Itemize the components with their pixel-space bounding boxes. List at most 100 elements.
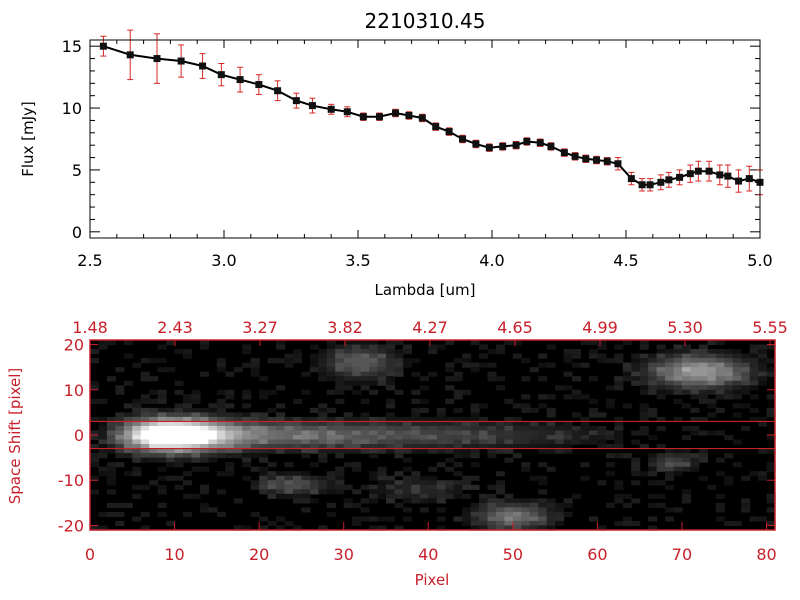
heatmap-cell xyxy=(115,367,125,373)
heatmap-cell xyxy=(453,453,463,459)
heatmap-cell xyxy=(394,430,404,436)
heatmap-cell xyxy=(360,358,370,364)
heatmap-cell xyxy=(681,435,692,441)
heatmap-cell xyxy=(597,430,607,436)
heatmap-cell xyxy=(402,507,412,513)
heatmap-cell xyxy=(284,425,294,432)
heatmap-cell xyxy=(512,421,522,427)
heatmap-cell xyxy=(123,340,133,346)
heatmap-cell xyxy=(157,444,167,450)
heatmap-cell xyxy=(529,435,539,441)
heatmap-cell xyxy=(216,389,226,395)
heatmap-cell xyxy=(369,349,379,355)
heatmap-cell xyxy=(656,416,666,423)
heatmap-cell xyxy=(445,484,455,490)
heatmap-cell xyxy=(140,412,150,418)
heatmap-cell xyxy=(572,349,582,355)
heatmap-cell xyxy=(225,435,235,441)
heatmap-cell xyxy=(402,349,412,355)
image-x-tick-label: 0 xyxy=(85,545,95,564)
heatmap-cell xyxy=(656,353,666,359)
heatmap-cell xyxy=(732,353,742,359)
heatmap-cell xyxy=(191,444,201,450)
heatmap-cell xyxy=(174,439,184,445)
heatmap-cell xyxy=(106,340,116,346)
heatmap-cell xyxy=(385,362,396,368)
heatmap-cell xyxy=(166,340,176,346)
heatmap-cell xyxy=(292,430,303,436)
heatmap-cell xyxy=(681,453,692,459)
heatmap-cell xyxy=(343,502,353,508)
heatmap-cell xyxy=(715,516,725,522)
heatmap-cell xyxy=(521,376,531,382)
heatmap-cell xyxy=(385,376,396,382)
heatmap-cell xyxy=(377,448,387,454)
heatmap-cell xyxy=(216,511,226,518)
heatmap-cell xyxy=(681,344,692,350)
heatmap-cell xyxy=(360,416,370,423)
heatmap-cell xyxy=(724,349,734,355)
heatmap-cell xyxy=(665,457,675,463)
heatmap-cell xyxy=(690,425,700,432)
heatmap-cell xyxy=(732,412,742,418)
heatmap-cell xyxy=(724,380,734,386)
heatmap-cell xyxy=(487,520,497,527)
data-point xyxy=(359,113,367,121)
heatmap-cell xyxy=(267,462,277,468)
heatmap-cell xyxy=(157,439,167,445)
heatmap-cell xyxy=(394,358,404,364)
heatmap-cell xyxy=(166,407,176,413)
heatmap-cell xyxy=(385,340,396,346)
heatmap-cell xyxy=(343,340,353,346)
heatmap-cell xyxy=(106,444,116,450)
heatmap-cell xyxy=(318,362,328,368)
heatmap-cell xyxy=(233,435,243,441)
heatmap-cell xyxy=(284,489,294,495)
heatmap-cell xyxy=(741,380,751,386)
image-y-tick-label: 0 xyxy=(74,426,84,445)
heatmap-cell xyxy=(470,516,480,522)
heatmap-cell xyxy=(462,484,472,490)
heatmap-cell xyxy=(360,376,370,382)
heatmap-cell xyxy=(352,389,362,395)
heatmap-cell xyxy=(115,520,125,527)
heatmap-cell xyxy=(766,448,776,454)
heatmap-cell xyxy=(98,448,108,454)
heatmap-cell xyxy=(385,371,396,377)
image-y-tick-label: 10 xyxy=(64,381,84,400)
heatmap-cell xyxy=(462,444,472,450)
heatmap-cell xyxy=(715,376,725,382)
heatmap-cell xyxy=(140,444,150,450)
heatmap-cell xyxy=(614,498,624,504)
heatmap-cell xyxy=(335,389,345,395)
heatmap-cell xyxy=(690,466,700,472)
heatmap-cell xyxy=(732,358,742,364)
heatmap-cell xyxy=(385,358,396,364)
heatmap-cell xyxy=(157,344,167,350)
heatmap-cell xyxy=(402,498,412,504)
heatmap-cell xyxy=(284,444,294,450)
heatmap-cell xyxy=(724,475,734,481)
heatmap-cell xyxy=(546,421,556,427)
heatmap-cell xyxy=(98,439,108,445)
heatmap-cell xyxy=(766,493,776,499)
heatmap-cell xyxy=(284,358,294,364)
heatmap-cell xyxy=(622,403,632,409)
heatmap-cell xyxy=(276,448,286,454)
heatmap-cell xyxy=(673,453,683,459)
heatmap-cell xyxy=(436,462,446,468)
heatmap-cell xyxy=(309,425,319,432)
heatmap-cell xyxy=(766,358,776,364)
heatmap-cell xyxy=(580,430,590,436)
heatmap-cell xyxy=(292,435,303,441)
heatmap-cell xyxy=(419,507,429,513)
heatmap-cell xyxy=(538,439,548,445)
heatmap-cell xyxy=(411,498,421,504)
heatmap-cell xyxy=(690,407,700,413)
heatmap-cell xyxy=(225,416,235,423)
heatmap-cell xyxy=(335,475,345,481)
heatmap-cell xyxy=(521,516,531,522)
heatmap-cell xyxy=(436,480,446,486)
heatmap-cell xyxy=(335,448,345,454)
heatmap-cell xyxy=(665,385,675,391)
